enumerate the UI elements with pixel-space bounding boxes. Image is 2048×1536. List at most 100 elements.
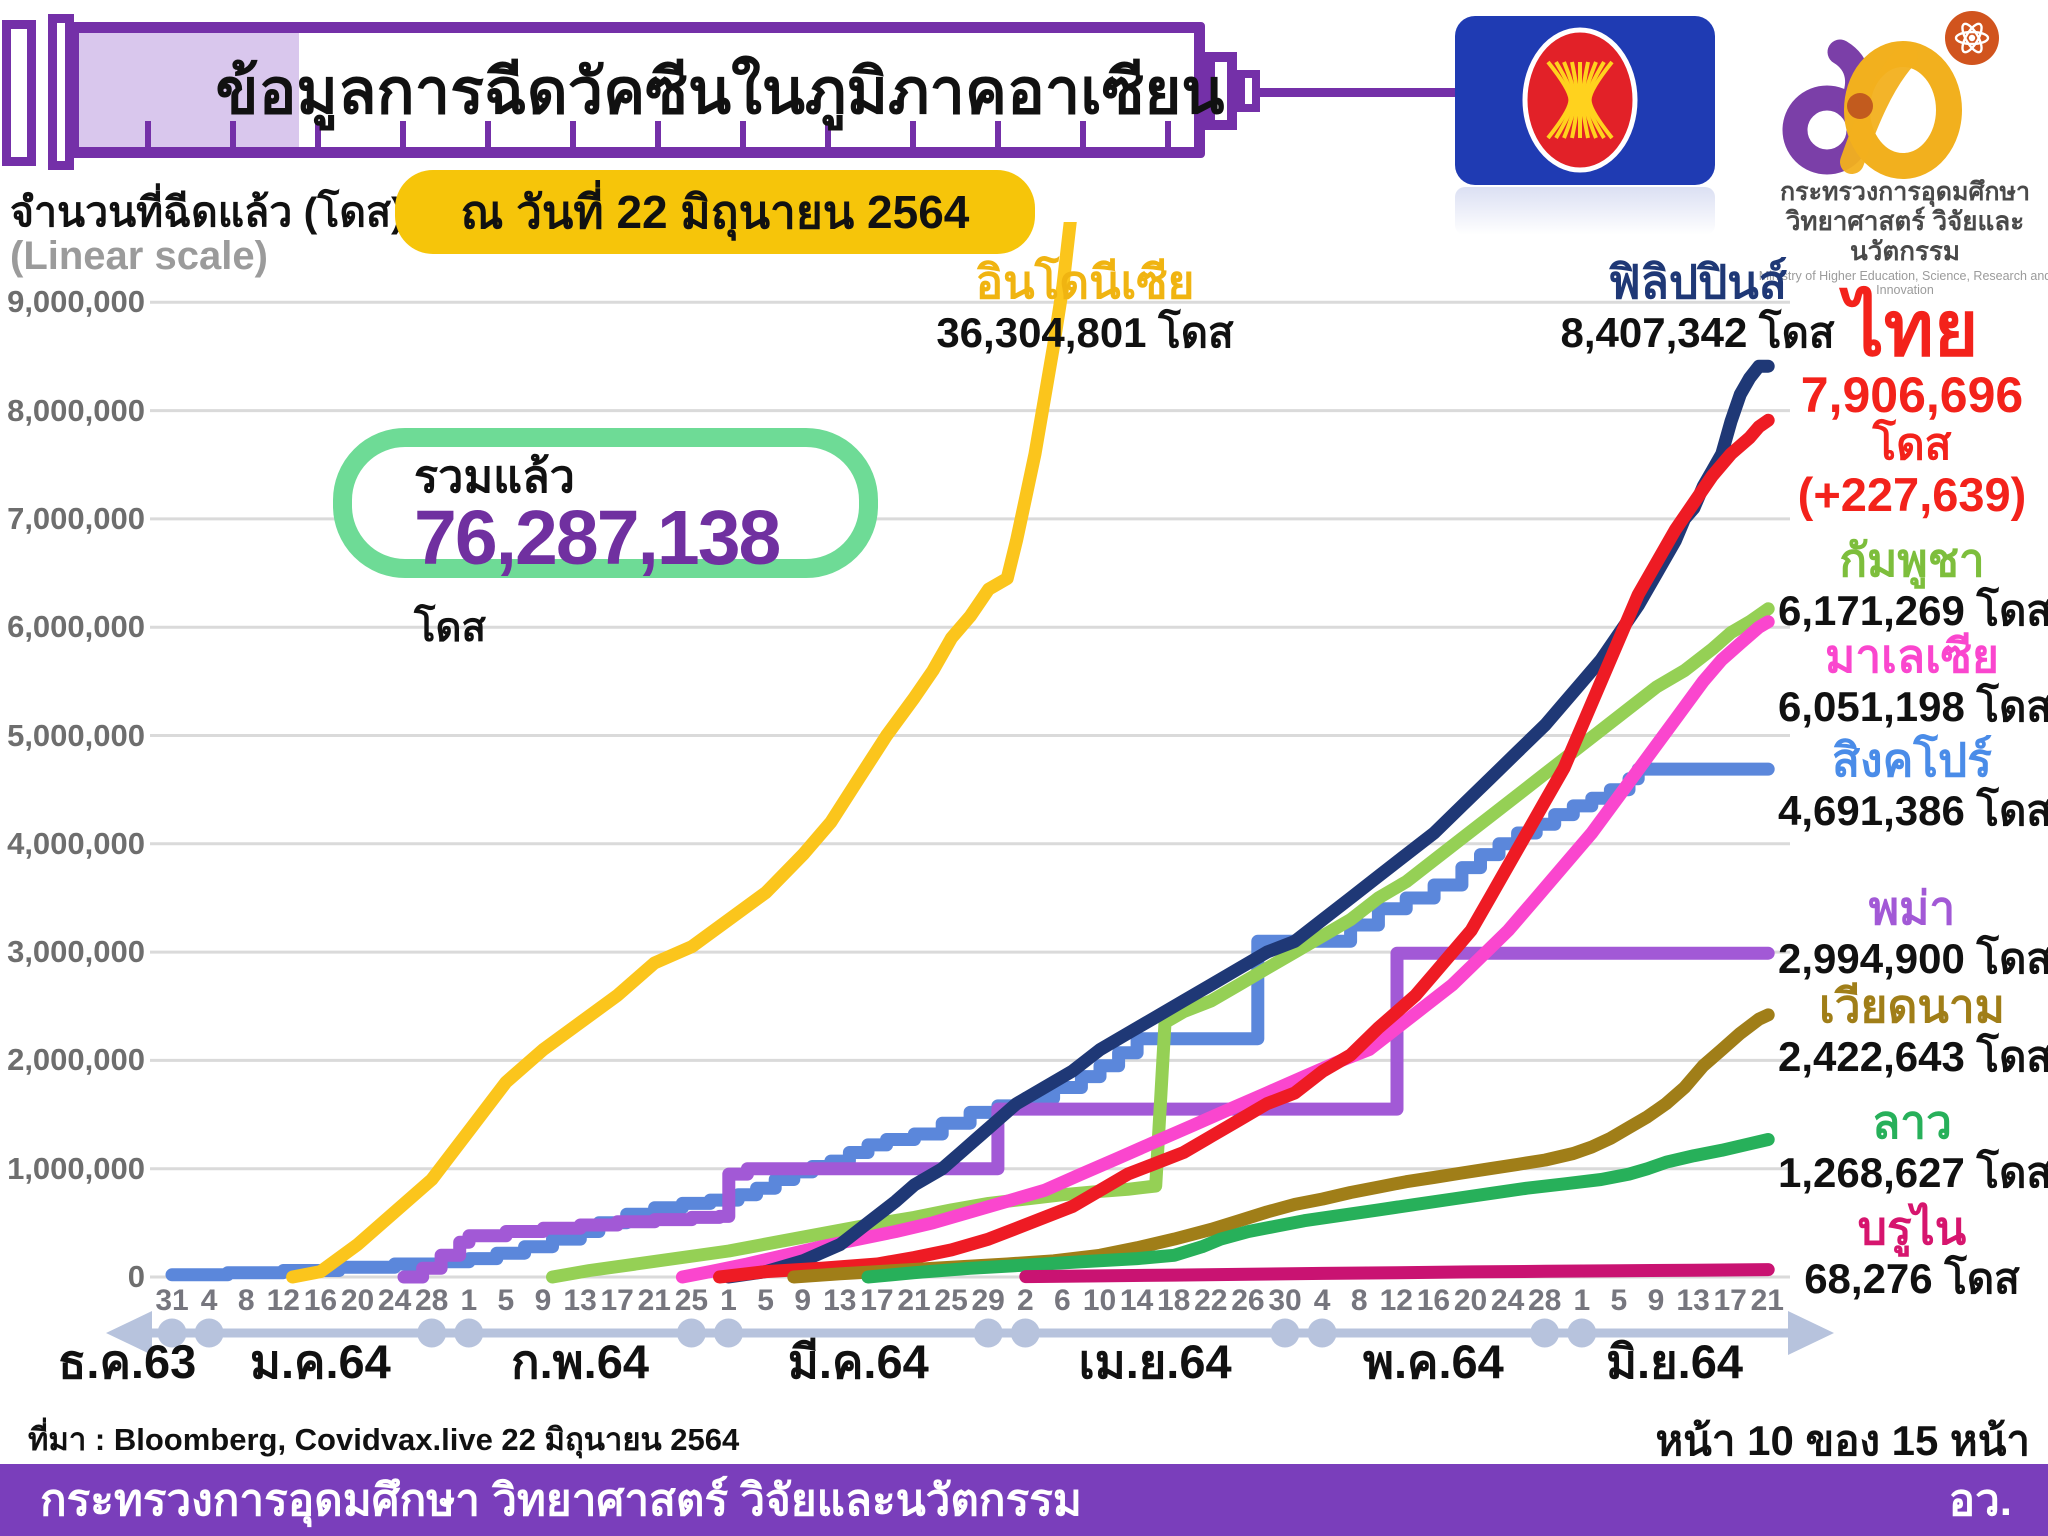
label-singapore: สิงคโปร์ 4,691,386 โดส (1778, 735, 2048, 834)
total-unit: โดส (414, 606, 486, 651)
x-axis-day-label: 21 (1751, 1284, 1784, 1317)
x-axis-day-label: 29 (972, 1284, 1005, 1317)
x-axis-month-label: ม.ค.64 (250, 1335, 391, 1388)
month-boundary-dot (1530, 1318, 1560, 1348)
country-doses: 2,422,643 โดส (1778, 1032, 2048, 1080)
line-singapore (165, 762, 1775, 1282)
series-lines (165, 222, 1775, 1284)
y-axis-label: 2,000,000 (7, 1042, 145, 1078)
ministry-name-line1: กระทรวงการอุดมศึกษา (1780, 178, 2030, 206)
month-boundary-dot (454, 1318, 484, 1348)
month-boundary-dot (417, 1318, 447, 1348)
x-axis-day-label: 17 (601, 1284, 634, 1317)
x-axis-day-label: 14 (1120, 1284, 1154, 1317)
country-name: ไทย (1845, 287, 1979, 372)
x-axis-month-label: เม.ย.64 (1079, 1335, 1232, 1388)
source-note: ที่มา : Bloomberg, Covidvax.live 22 มิถุ… (28, 1422, 740, 1457)
y-axis-label: 1,000,000 (7, 1150, 145, 1186)
country-name: บรูไน (1857, 1202, 1967, 1254)
page-indicator: หน้า 10 ของ 15 หน้า (1655, 1417, 2030, 1464)
y-axis-label: 8,000,000 (7, 392, 145, 428)
x-axis-day-label: 13 (1676, 1284, 1709, 1317)
month-boundary-dot (1010, 1318, 1040, 1348)
syringe-tick (995, 121, 1001, 147)
syringe-fill (79, 33, 299, 147)
x-axis-day-label: 10 (1083, 1284, 1116, 1317)
country-doses: 36,304,801 โดส (936, 308, 1234, 356)
country-doses: 8,407,342 โดส (1560, 308, 1835, 356)
x-axis-day-label: 12 (267, 1284, 300, 1317)
syringe-tick (230, 121, 236, 147)
syringe-tick (740, 121, 746, 147)
month-boundary-dot (1270, 1318, 1300, 1348)
total-doses-box: รวมแล้ว 76,287,138 โดส (333, 428, 878, 648)
atom-icon (1945, 11, 1999, 65)
x-axis-day-label: 18 (1157, 1284, 1190, 1317)
asean-flag-icon (1455, 16, 1715, 185)
x-axis-day-label: 24 (378, 1284, 412, 1317)
mhesi-logo-icon (1782, 39, 1962, 179)
x-axis-day-label: 9 (794, 1284, 811, 1317)
line-cambodia (546, 602, 1775, 1284)
line-laos (861, 1133, 1775, 1284)
line-thailand (713, 413, 1775, 1284)
syringe-nozzle-outer (1205, 52, 1237, 130)
x-axis-day-label: 17 (860, 1284, 893, 1317)
x-axis-day-label: 17 (1714, 1284, 1747, 1317)
x-axis-month-label: มิ.ย.64 (1606, 1335, 1743, 1388)
line-vietnam (787, 1008, 1775, 1284)
sheaf-strand (1582, 61, 1598, 139)
syringe-tick (825, 121, 831, 147)
x-axis-month-label: มี.ค.64 (788, 1335, 929, 1388)
page-title: ข้อมูลการฉีดวัคซีนในภูมิภาคอาเซียน (215, 57, 1225, 127)
x-axis-day-label: 31 (155, 1284, 188, 1317)
country-name: ฟิลิปปินส์ (1608, 256, 1787, 308)
syringe-tick (145, 121, 151, 147)
sheaf-strand (1570, 61, 1580, 139)
country-doses: 6,171,269 โดส (1778, 586, 2048, 634)
x-axis-day-label: 5 (1611, 1284, 1628, 1317)
syringe-tick (400, 121, 406, 147)
country-name: พม่า (1868, 882, 1956, 934)
country-doses: 4,691,386 โดส (1778, 786, 2048, 834)
x-axis-day-label: 9 (1648, 1284, 1665, 1317)
total-number: 76,287,138 (414, 495, 781, 582)
x-axis-day-label: 24 (1491, 1284, 1525, 1317)
country-doses: 7,906,696 (1800, 367, 2024, 423)
x-axis-day-label: 13 (823, 1284, 856, 1317)
syringe-tick (485, 121, 491, 147)
total-label: รวมแล้ว (414, 451, 575, 502)
label-laos: ลาว 1,268,627 โดส (1778, 1096, 2048, 1195)
x-axis-day-label: 8 (238, 1284, 255, 1317)
sheaf-strand (1585, 60, 1606, 140)
syringe-tick (315, 121, 321, 147)
sheaf-strand (1587, 60, 1614, 140)
country-name: กัมพูชา (1839, 534, 1985, 586)
country-doses: 2,994,900 โดส (1778, 934, 2048, 982)
x-axis-day-label: 26 (1231, 1284, 1264, 1317)
y-axis-label: 9,000,000 (7, 284, 145, 320)
x-axis-arrow-right (1788, 1311, 1834, 1355)
country-doses: 68,276 โดส (1804, 1254, 2020, 1302)
label-malaysia: มาเลเซีย 6,051,198 โดส (1778, 630, 2048, 729)
y-axis-label: 6,000,000 (7, 609, 145, 645)
footer-abbreviation: อว. (1948, 1476, 2012, 1525)
ministry-name-english: Ministry of Higher Education, Science, R… (1758, 268, 2048, 297)
y-axis-label: 7,000,000 (7, 500, 145, 536)
x-axis-day-label: 25 (934, 1284, 967, 1317)
x-axis-day-label: 12 (1380, 1284, 1413, 1317)
syringe-tick (655, 121, 661, 147)
x-axis-day-label: 5 (757, 1284, 774, 1317)
asean-rice-sheaf-icon (1546, 60, 1614, 140)
country-name: มาเลเซีย (1825, 630, 1999, 682)
x-axis-day-label: 20 (1454, 1284, 1487, 1317)
x-axis-arrow-left (106, 1311, 152, 1355)
month-boundary-dot (157, 1318, 187, 1348)
country-name: ลาว (1872, 1096, 1952, 1148)
month-boundary-dot (194, 1318, 224, 1348)
x-axis-day-label: 20 (341, 1284, 374, 1317)
y-axis-label: 4,000,000 (7, 825, 145, 861)
y-axis-title: จำนวนที่ฉีดแล้ว (โดส) (10, 189, 405, 235)
